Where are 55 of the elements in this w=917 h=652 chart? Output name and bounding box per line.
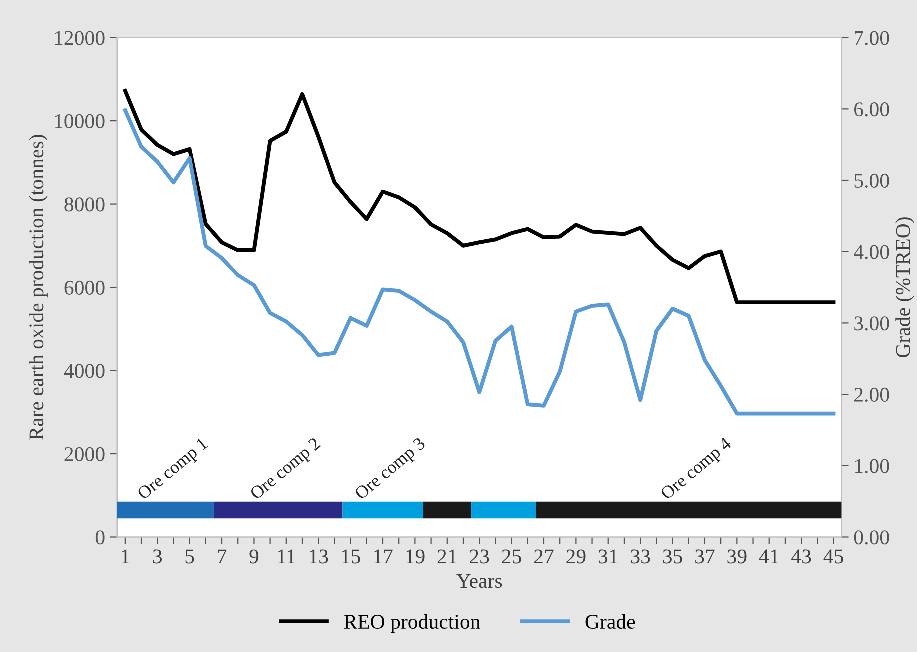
bar [117,502,214,519]
bar [423,502,472,519]
y-tick-label: 0 [96,530,105,545]
y2-tick-label: 2.00 [854,388,890,402]
x-tick-label: 37 [696,550,715,564]
x-axis-title: Years [456,574,502,588]
bar [214,502,343,519]
y2-tick-label: 3.00 [854,316,890,331]
x-tick-label: 27 [534,550,554,564]
y2-tick-label: 6.00 [854,102,890,117]
y2-tick-label: 0.00 [854,530,890,545]
y-tick-label: 8000 [64,198,105,212]
y2-tick-label: 5.00 [854,174,890,188]
x-tick-label: 39 [728,550,747,564]
x-tick-label: 15 [342,550,360,564]
text: Ore comp 2 [249,437,324,504]
x-tick-label: 7 [218,550,227,564]
y-tick-label: 12000 [55,31,105,46]
line-series [123,108,836,416]
legend-label: Grade [586,614,636,630]
line-series [123,89,836,304]
y2-axis-title: Grade (%TREO) [896,218,915,358]
y2-tick-label: 1.00 [855,459,890,474]
x-tick-label: 33 [631,550,650,564]
y-tick-label: 4000 [64,364,105,378]
x-tick-label: 23 [470,550,490,564]
x-tick-label: 29 [566,550,586,564]
x-tick-label: 31 [598,550,618,564]
x-tick-label: 5 [186,550,194,564]
x-tick-label: 3 [153,550,162,564]
x-tick-label: 11 [278,550,296,564]
x-tick-label: 9 [250,550,259,564]
text: Ore comp 4 [660,436,735,504]
x-tick-label: 19 [406,550,425,564]
x-tick-label: 21 [438,550,457,564]
y2-tick-label: 4.00 [854,245,890,260]
bar [342,502,424,519]
legend-label: REO production [344,614,480,634]
y-tick-label: 10000 [55,114,105,128]
x-tick-label: 43 [792,550,812,564]
y-tick-label: 6000 [64,280,105,295]
y-axis-title: Rare earth oxide production (tonnes) [29,135,48,440]
x-tick-label: 1 [122,550,130,564]
x-tick-label: 17 [374,550,393,564]
y2-tick-label: 7.00 [854,31,890,46]
text: Ore comp 3 [354,437,428,504]
x-tick-label: 13 [310,550,328,564]
x-tick-label: 25 [502,550,522,564]
x-tick-label: 35 [663,550,682,564]
text: Ore comp 1 [136,437,211,504]
y-tick-label: 2000 [64,447,105,462]
bar [472,502,536,519]
bar [536,502,842,519]
x-tick-label: 45 [824,550,844,564]
x-tick-label: 41 [759,550,779,564]
